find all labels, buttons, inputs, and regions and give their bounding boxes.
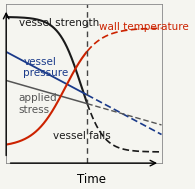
Text: wall temperature: wall temperature: [99, 22, 189, 32]
Text: vessel fails: vessel fails: [53, 131, 111, 141]
Text: vessel strength: vessel strength: [19, 19, 99, 29]
Text: applied
stress: applied stress: [19, 93, 57, 115]
Text: vessel
pressure: vessel pressure: [23, 57, 68, 78]
X-axis label: Time: Time: [77, 173, 106, 186]
